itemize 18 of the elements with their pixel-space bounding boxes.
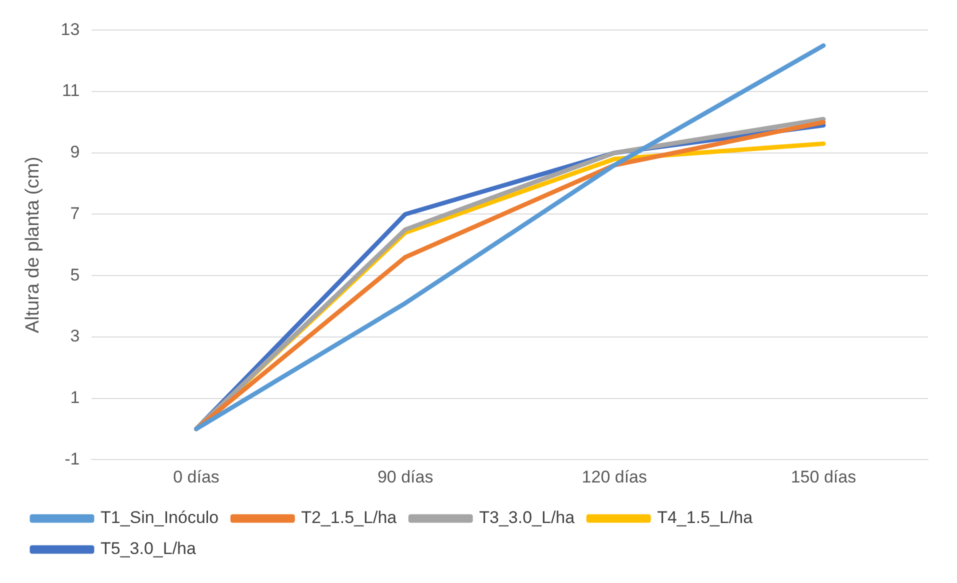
- y-tick-label: 13: [60, 20, 80, 39]
- y-tick-label: 5: [70, 265, 80, 284]
- y-tick-label: 1: [70, 388, 80, 407]
- y-axis-title: Altura de planta (cm): [22, 156, 44, 334]
- legend-label: T3_3.0_L/ha: [479, 508, 576, 528]
- x-tick-label: 0 días: [173, 467, 220, 486]
- y-tick-label: 9: [70, 142, 80, 162]
- legend-label: T4_1.5_L/ha: [657, 508, 754, 528]
- y-tick-label: 11: [62, 81, 80, 100]
- x-tick-label: 90 días: [377, 467, 434, 486]
- y-tick-label: 3: [70, 326, 80, 346]
- x-tick-label: 120 días: [582, 467, 648, 486]
- y-tick-label: -1: [64, 449, 80, 468]
- x-tick-label: 150 días: [790, 467, 856, 486]
- y-tick-label: 7: [70, 204, 80, 223]
- legend-label: T5_3.0_L/ha: [100, 539, 197, 558]
- legend-label: T1_Sin_Inóculo: [100, 508, 219, 528]
- legend-label: T2_1.5_L/ha: [301, 508, 398, 528]
